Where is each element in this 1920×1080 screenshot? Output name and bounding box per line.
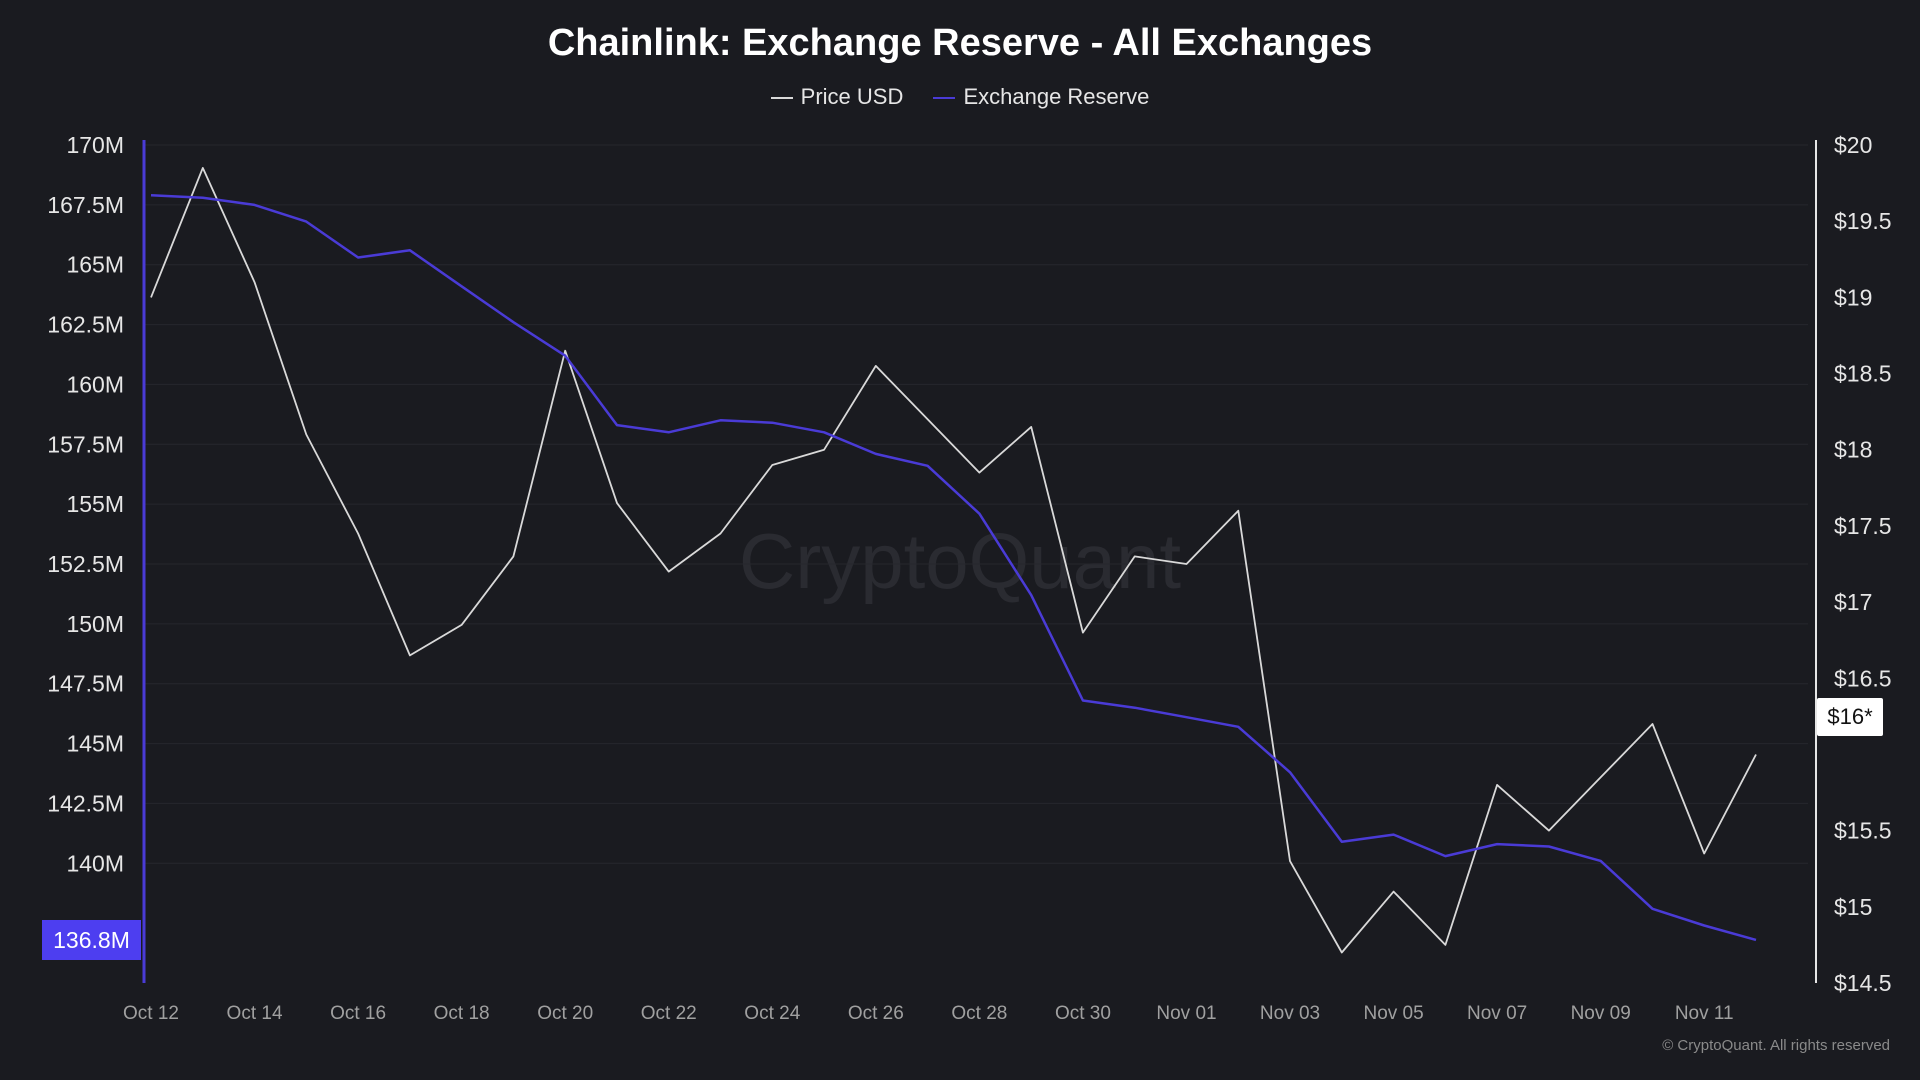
chart-title: Chainlink: Exchange Reserve - All Exchan… xyxy=(547,22,1373,64)
series-line-price xyxy=(150,166,1757,954)
legend-swatch-reserve xyxy=(933,97,956,100)
current-price-badge: $16* xyxy=(1817,698,1883,736)
right-tick-label: $17.5 xyxy=(1834,513,1892,539)
x-tick-label: Nov 11 xyxy=(1675,1003,1734,1024)
right-tick-label: $15.5 xyxy=(1834,818,1892,844)
x-tick-label: Nov 03 xyxy=(1260,1003,1320,1024)
legend-item-price[interactable]: Price USD xyxy=(770,84,904,110)
x-tick-label: Oct 22 xyxy=(641,1003,697,1024)
left-tick-label: 162.5M xyxy=(47,312,124,338)
x-tick-label: Nov 09 xyxy=(1571,1003,1631,1024)
grid-lines xyxy=(144,144,1808,864)
right-tick-label: $20 xyxy=(1834,132,1872,158)
left-tick-label: 150M xyxy=(66,611,124,637)
x-axis-ticks: Oct 12 Oct 14 Oct 16 Oct 18 Oct 20 Oct 22 Oct … xyxy=(123,1003,1734,1024)
x-tick-label: Oct 28 xyxy=(951,1003,1007,1024)
axes xyxy=(142,140,1817,983)
legend-swatch-price xyxy=(770,97,793,100)
left-tick-label: 152.5M xyxy=(47,551,124,577)
x-tick-label: Oct 18 xyxy=(434,1003,490,1024)
right-axis-ticks: $20 $19.5 $19 $18.5 $18 $17.5 $17 $16.5 $15.5 $15… xyxy=(1834,132,1892,996)
right-tick-label: $16.5 xyxy=(1834,665,1892,691)
left-tick-label: 167.5M xyxy=(47,192,124,218)
right-tick-label: $19 xyxy=(1834,284,1872,310)
legend: Price USD Exchange Reserve xyxy=(0,84,1920,110)
legend-label-price: Price USD xyxy=(800,84,904,109)
left-tick-label: 140M xyxy=(66,850,124,876)
left-tick-label: 170M xyxy=(66,132,124,158)
legend-item-reserve[interactable]: Exchange Reserve xyxy=(933,84,1149,110)
x-tick-label: Oct 26 xyxy=(848,1003,904,1024)
right-tick-label: $17 xyxy=(1834,589,1872,615)
x-tick-label: Oct 16 xyxy=(330,1003,386,1024)
watermark: CryptoQuant xyxy=(738,517,1182,605)
x-tick-label: Oct 12 xyxy=(123,1003,179,1024)
left-tick-label: 157.5M xyxy=(47,431,124,457)
x-tick-label: Oct 14 xyxy=(227,1003,283,1024)
x-tick-label: Nov 01 xyxy=(1156,1003,1216,1024)
x-tick-label: Oct 30 xyxy=(1055,1003,1111,1024)
x-tick-label: Oct 24 xyxy=(744,1003,800,1024)
left-tick-label: 147.5M xyxy=(47,671,124,697)
series-lines xyxy=(150,166,1757,954)
current-reserve-badge: 136.8M xyxy=(42,920,141,960)
left-tick-label: 160M xyxy=(66,371,124,397)
x-tick-label: Nov 05 xyxy=(1363,1003,1423,1024)
left-axis-ticks: 170M 167.5M 165M 162.5M 160M 157.5M 155M 152.5M… xyxy=(47,132,124,876)
x-tick-label: Nov 07 xyxy=(1467,1003,1527,1024)
right-tick-label: $19.5 xyxy=(1834,208,1892,234)
right-tick-label: $18.5 xyxy=(1834,361,1892,387)
x-tick-label: Oct 20 xyxy=(537,1003,593,1024)
series-line-reserve xyxy=(150,194,1757,942)
left-tick-label: 145M xyxy=(66,731,124,757)
right-tick-label: $14.5 xyxy=(1834,970,1892,996)
left-tick-label: 165M xyxy=(66,252,124,278)
legend-label-reserve: Exchange Reserve xyxy=(963,84,1150,109)
right-tick-label: $15 xyxy=(1834,894,1872,920)
right-tick-label: $18 xyxy=(1834,437,1872,463)
copyright-text: © CryptoQuant. All rights reserved xyxy=(1662,1037,1890,1054)
left-tick-label: 142.5M xyxy=(47,790,124,816)
left-tick-label: 155M xyxy=(66,491,124,517)
